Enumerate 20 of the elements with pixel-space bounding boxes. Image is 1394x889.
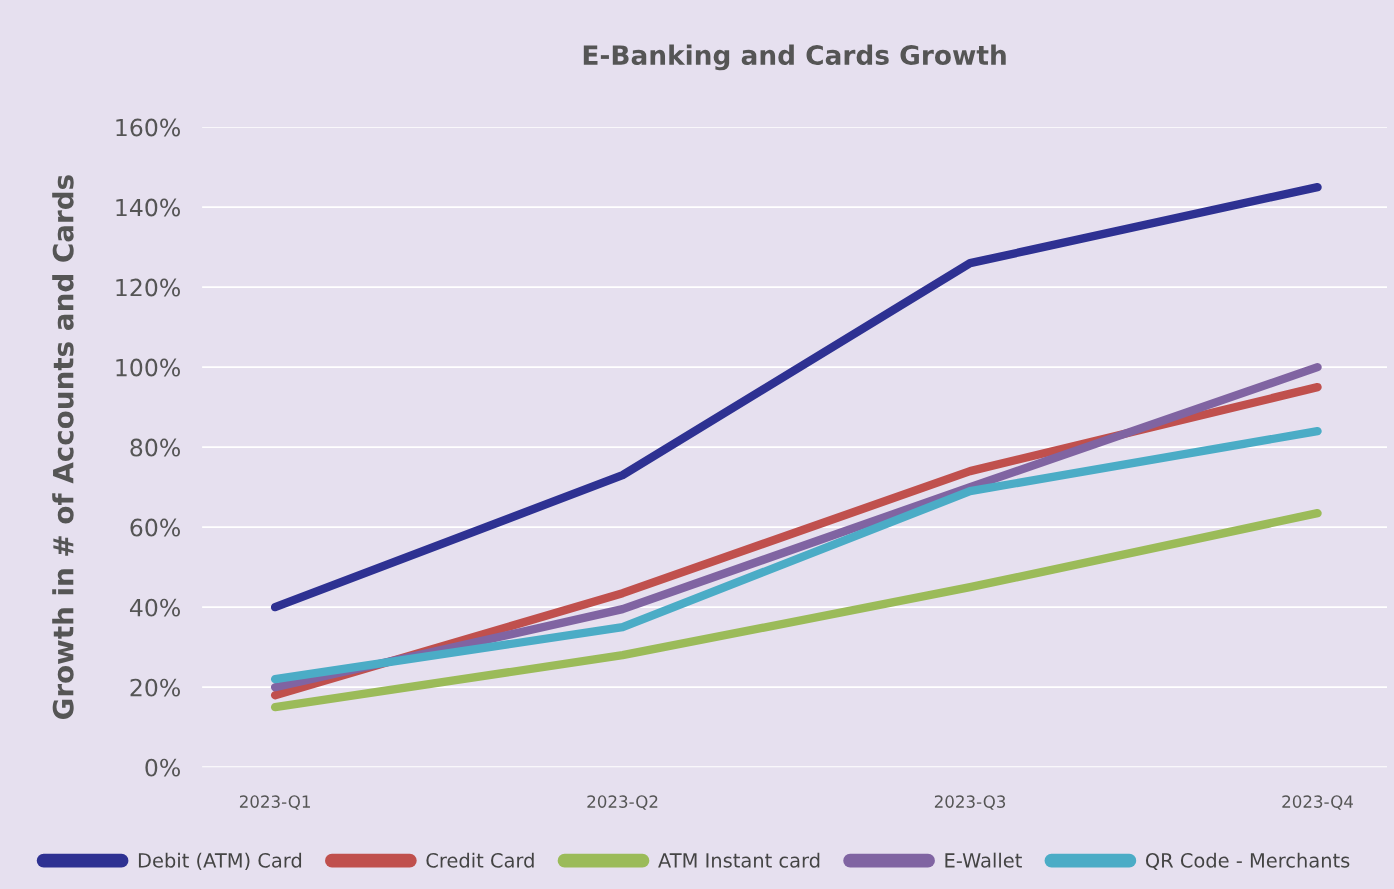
y-tick-label: 60% — [130, 518, 180, 537]
legend-label: Debit (ATM) Card — [138, 852, 302, 871]
y-tick-label: 20% — [130, 678, 180, 697]
y-tick-label: 120% — [116, 278, 180, 297]
y-tick-label: 100% — [116, 358, 180, 377]
y-tick-label: 40% — [129, 598, 180, 617]
legend-label: QR Code - Merchants — [1145, 852, 1350, 870]
y-axis-title: Growth in # of Accounts and Cards — [52, 175, 74, 720]
y-tick-label: 140% — [116, 198, 180, 217]
legend-label: Credit Card — [426, 852, 534, 868]
legend-label: ATM Instant card — [658, 852, 820, 868]
chart-title: E-Banking and Cards Growth — [583, 44, 1006, 71]
y-tick-label: 0% — [145, 758, 180, 777]
x-tick-label: 2023-Q1 — [239, 795, 310, 810]
legend-label: E-Wallet — [945, 852, 1022, 868]
y-tick-label: 160% — [116, 118, 180, 137]
y-tick-label: 80% — [130, 438, 180, 457]
x-tick-label: 2023-Q4 — [1282, 795, 1353, 810]
x-tick-label: 2023-Q3 — [934, 795, 1006, 810]
x-tick-label: 2023-Q2 — [587, 795, 658, 810]
